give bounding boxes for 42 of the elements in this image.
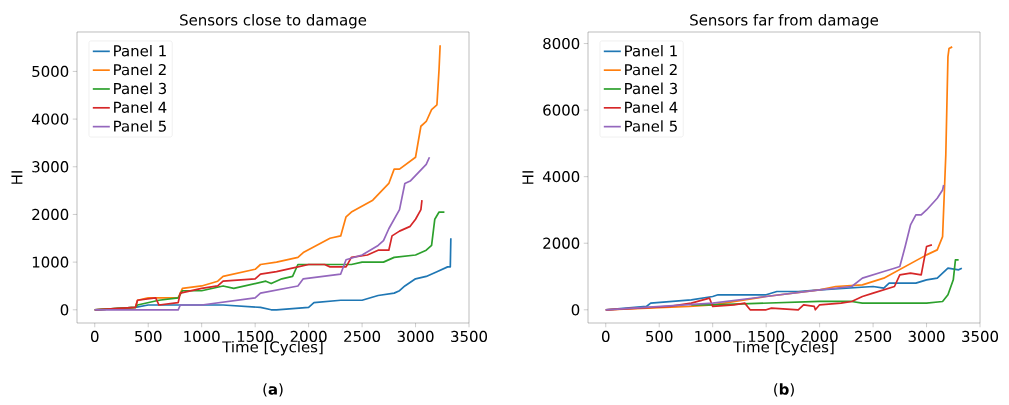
legend-label: Panel 2 xyxy=(625,63,677,76)
x-tick-label: 0 xyxy=(601,330,610,343)
legend-label: Panel 1 xyxy=(625,44,677,57)
legend-label: Panel 5 xyxy=(114,120,166,132)
line-series xyxy=(93,156,431,311)
x-tick-label: 1000 xyxy=(695,330,731,343)
text: (b) xyxy=(774,383,794,397)
y-tick-label: 6000 xyxy=(543,104,580,116)
x-tick-label: 3500 xyxy=(962,330,999,343)
text: (a) xyxy=(263,383,283,397)
x-tick-label: 3000 xyxy=(397,330,434,343)
legend-label: Panel 1 xyxy=(114,44,166,57)
y-tick-label: 1000 xyxy=(32,256,69,268)
x-tick-label: 2000 xyxy=(290,330,327,343)
legend-label: Panel 4 xyxy=(625,101,678,113)
y-tick-label: 5000 xyxy=(32,65,69,78)
chart-title: Sensors close to damage xyxy=(180,14,367,29)
x-tick-label: 3500 xyxy=(451,330,488,343)
y-tick-label: 0 xyxy=(571,304,580,316)
x-tick-label: 3000 xyxy=(908,330,945,343)
x-tick-label: 2000 xyxy=(801,330,838,343)
x-tick-label: 500 xyxy=(135,330,162,343)
x-tick-label: 0 xyxy=(90,330,99,343)
x-tick-label: 2500 xyxy=(344,330,381,343)
legend-label: Panel 4 xyxy=(114,101,167,113)
x-tick-label: 1000 xyxy=(184,330,220,343)
legend-label: Panel 2 xyxy=(114,63,166,76)
legend-label: Panel 3 xyxy=(625,82,678,95)
chart-title: Sensors far from damage xyxy=(690,14,879,29)
y-axis-title: HI xyxy=(522,171,534,184)
y-axis-title: HI xyxy=(11,171,23,184)
legend-label: Panel 5 xyxy=(625,120,677,132)
y-tick-label: 3000 xyxy=(32,161,69,173)
x-tick-label: 500 xyxy=(646,330,673,343)
y-tick-label: 4000 xyxy=(31,113,69,125)
y-tick-label: 2000 xyxy=(32,208,69,221)
y-tick-label: 4000 xyxy=(542,171,580,183)
x-tick-label: 2500 xyxy=(855,330,892,343)
legend-label: Panel 3 xyxy=(114,82,167,95)
y-tick-label: 0 xyxy=(60,304,69,316)
y-tick-label: 2000 xyxy=(543,237,580,249)
y-tick-label: 8000 xyxy=(543,37,580,50)
